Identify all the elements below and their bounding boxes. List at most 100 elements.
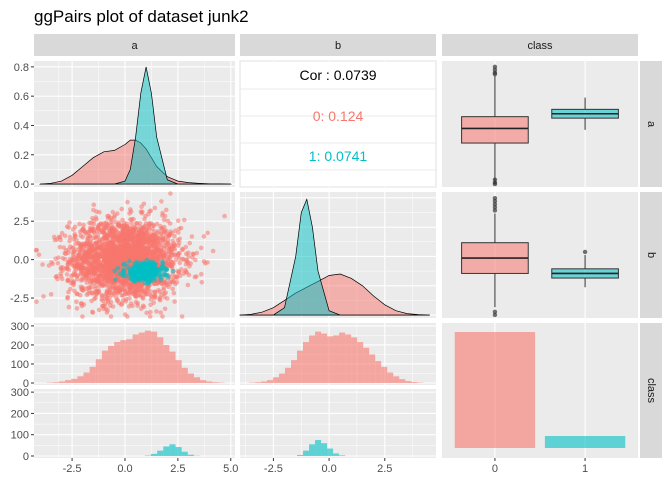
scatter-point-0 (126, 229, 131, 235)
scatter-point-0 (141, 304, 147, 310)
scatter-point-0 (198, 245, 204, 251)
hist-b-bar-group-1-10 (309, 444, 316, 456)
hist-a-bar-group-1-21 (175, 447, 182, 456)
scatter-point-0 (145, 240, 151, 246)
scatter-point-0 (161, 291, 167, 296)
scatter-point-0 (194, 250, 200, 256)
scatter-point-0 (141, 253, 147, 258)
hist-b-bar-group-0-2 (260, 381, 267, 383)
scatter-point-0 (93, 295, 98, 301)
scatter-point-0 (160, 314, 165, 319)
tick-label-y-b-0: -2.5 (10, 293, 29, 305)
scatter-point-0 (76, 240, 81, 246)
scatter-point-1 (144, 257, 150, 263)
scatter-point-0 (159, 199, 164, 204)
scatter-point-0 (128, 248, 134, 254)
class-bar-1 (544, 436, 626, 448)
hist-b-bar-group-0-9 (303, 342, 310, 383)
strip-top-label-b: b (335, 40, 341, 52)
hist-b-bar-group-0-5 (278, 373, 285, 383)
scatter-point-0 (92, 231, 97, 236)
scatter-point-0 (87, 234, 93, 239)
tick-label-y-da-3: 0.6 (14, 91, 29, 103)
scatter-point-0 (177, 236, 182, 242)
scatter-point-0 (88, 238, 94, 244)
scatter-point-0 (205, 230, 210, 236)
scatter-points-group-1 (112, 257, 176, 286)
scatter-point-0 (201, 234, 207, 239)
strip-top-label-a: a (131, 40, 138, 52)
hist-b-bar-group-0-23 (387, 372, 394, 383)
scatter-point-0 (175, 268, 181, 274)
scatter-point-0 (190, 251, 196, 257)
scatter-point-0 (147, 314, 153, 319)
scatter-point-0 (83, 254, 88, 260)
scatter-point-0 (172, 299, 177, 304)
scatter-point-0 (165, 296, 170, 301)
hist-b-bar-group-0-13 (327, 336, 334, 383)
scatter-point-0 (185, 282, 191, 288)
hist-b-bar-group-1-9 (303, 450, 310, 456)
scatter-point-0 (147, 222, 152, 227)
scatter-point-0 (182, 217, 187, 223)
scatter-point-1 (139, 265, 144, 271)
scatter-point-1 (132, 268, 138, 274)
scatter-point-0 (135, 283, 141, 288)
scatter-point-1 (127, 266, 132, 272)
scatter-point-0 (91, 207, 96, 213)
scatter-point-0 (160, 237, 165, 242)
scatter-point-0 (183, 244, 189, 250)
scatter-point-0 (80, 227, 86, 232)
scatter-point-0 (115, 229, 120, 235)
scatter-point-1 (148, 278, 154, 284)
scatter-point-0 (147, 235, 153, 240)
scatter-point-0 (81, 222, 86, 228)
scatter-point-0 (137, 236, 142, 241)
tick-label-x-a-2: 2.5 (170, 463, 185, 475)
scatter-point-0 (127, 211, 132, 216)
scatter-point-0 (74, 306, 80, 311)
scatter-point-0 (168, 246, 174, 252)
tick-label-y-da-1: 0.2 (14, 150, 29, 162)
hist-b-bar-group-0-12 (321, 333, 328, 383)
scatter-point-0 (179, 267, 184, 272)
scatter-point-0 (71, 254, 77, 260)
scatter-point-1 (148, 272, 154, 277)
scatter-point-0 (123, 241, 128, 246)
scatter-point-0 (98, 221, 103, 227)
scatter-point-0 (58, 265, 64, 270)
scatter-point-0 (83, 277, 89, 282)
hist-a-bar-group-1-19 (163, 446, 170, 456)
tick-label-y-da-4: 0.8 (14, 62, 29, 74)
scatter-point-0 (155, 235, 161, 241)
scatter-point-1 (153, 272, 158, 277)
hist-a-bar-group-1-20 (169, 444, 176, 456)
scatter-point-0 (114, 237, 120, 242)
scatter-point-0 (97, 210, 102, 215)
scatter-point-0 (160, 213, 165, 218)
scatter-point-0 (40, 262, 45, 267)
tick-label-y-count-1-2: 200 (11, 408, 29, 420)
hist-a-bar-group-0-11 (114, 342, 121, 383)
scatter-point-0 (146, 211, 151, 217)
hist-a-bar-group-0-19 (163, 344, 170, 383)
scatter-point-0 (57, 244, 63, 250)
scatter-point-0 (58, 237, 63, 243)
scatter-point-0 (94, 279, 100, 284)
hist-b-bar-group-1-14 (333, 453, 340, 456)
scatter-point-0 (181, 257, 186, 262)
hist-b-bar-group-0-20 (369, 354, 376, 383)
scatter-point-0 (55, 260, 61, 266)
scatter-point-0 (97, 263, 103, 269)
scatter-point-0 (80, 265, 85, 271)
scatter-point-0 (177, 260, 182, 266)
scatter-point-0 (108, 248, 114, 254)
scatter-point-0 (55, 276, 60, 282)
scatter-point-0 (148, 297, 154, 302)
hist-b-bar-group-0-17 (351, 337, 358, 383)
hist-b-bar-group-0-6 (284, 367, 292, 383)
scatter-point-0 (152, 294, 158, 300)
scatter-point-0 (123, 248, 129, 253)
scatter-point-0 (157, 296, 162, 302)
scatter-point-0 (134, 289, 139, 295)
